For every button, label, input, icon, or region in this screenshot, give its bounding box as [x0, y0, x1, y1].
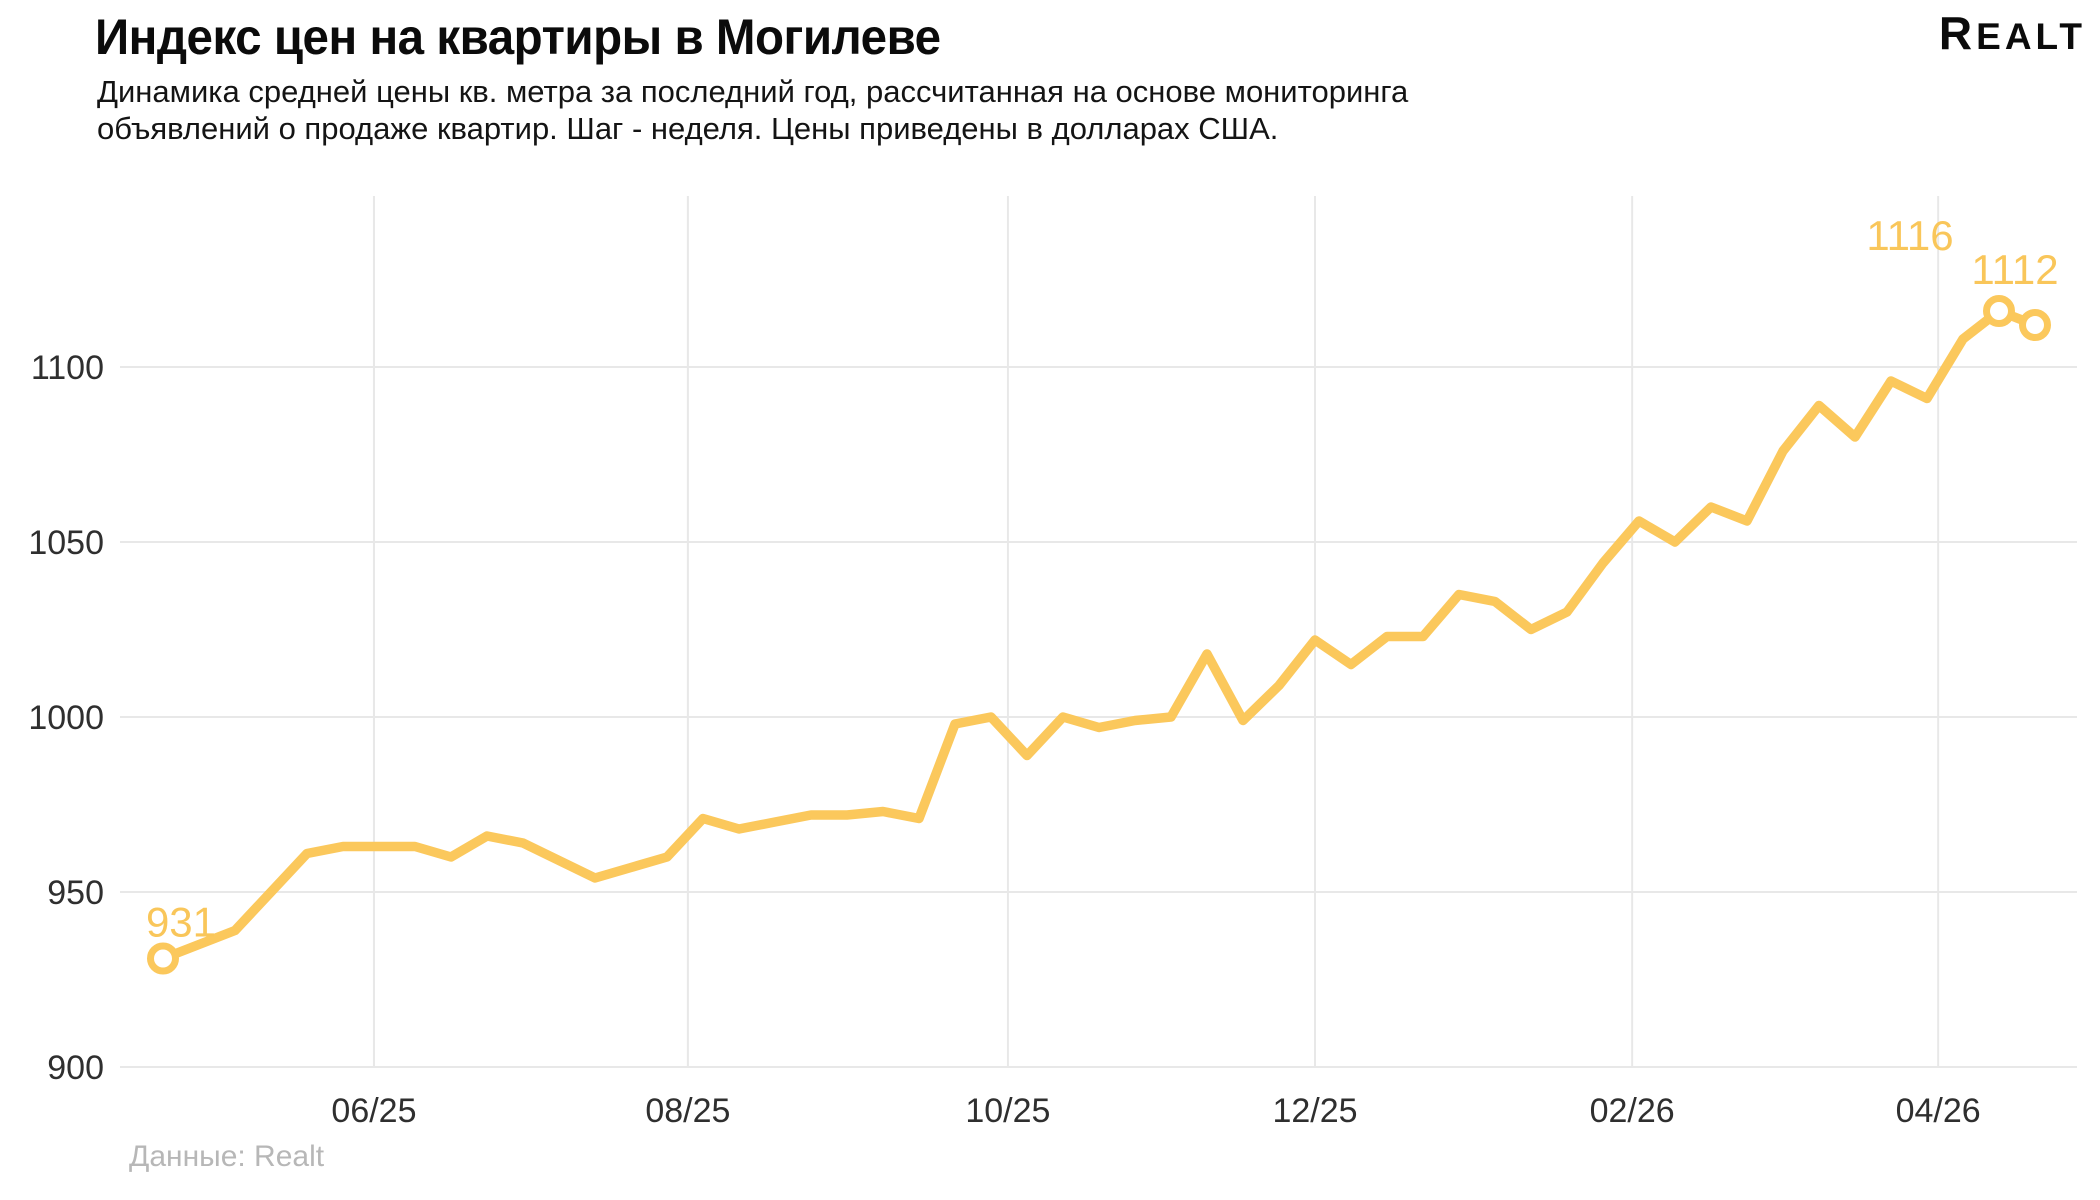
data-point-label-1116: 1116: [1866, 212, 1953, 259]
x-axis-tick-label-02-26: 02/26: [1590, 1092, 1675, 1130]
data-point-label-1112: 1112: [1971, 246, 2058, 293]
x-axis-tick-label-08-25: 08/25: [645, 1092, 730, 1130]
chart-subtitle-line1: Динамика средней цены кв. метра за после…: [97, 74, 1409, 109]
realt-logo-rest: EALT: [1976, 16, 2086, 57]
data-point-label-931: 931: [146, 899, 216, 946]
data-point-marker-1112: [2019, 309, 2051, 341]
y-axis-tick-label-1000: 1000: [28, 699, 104, 737]
y-axis-tick-label-1100: 1100: [31, 349, 104, 387]
y-axis-tick-label-950: 950: [47, 874, 104, 912]
realt-logo: REALT: [1939, 6, 2086, 60]
data-source-label: Данные: Realt: [129, 1140, 325, 1173]
data-point-marker-1116: [1983, 295, 2015, 327]
y-axis-tick-label-900: 900: [47, 1049, 104, 1087]
data-point-marker-931: [147, 942, 179, 975]
x-axis-tick-label-12-25: 12/25: [1272, 1092, 1357, 1130]
x-axis-tick-label-10-25: 10/25: [965, 1092, 1050, 1130]
y-axis-tick-label-1050: 1050: [28, 524, 104, 562]
chart-subtitle-line2: объявлений о продаже квартир. Шаг - неде…: [97, 111, 1279, 146]
realt-logo-first-letter: R: [1938, 7, 1977, 59]
chart-subtitle: Динамика средней цены кв. метра за после…: [97, 73, 1408, 147]
price-index-line: [158, 306, 2040, 964]
x-axis-tick-label-04-26: 04/26: [1896, 1092, 1981, 1130]
page-title: Индекс цен на квартиры в Могилеве: [95, 9, 941, 65]
x-axis-tick-label-06-25: 06/25: [331, 1092, 416, 1130]
